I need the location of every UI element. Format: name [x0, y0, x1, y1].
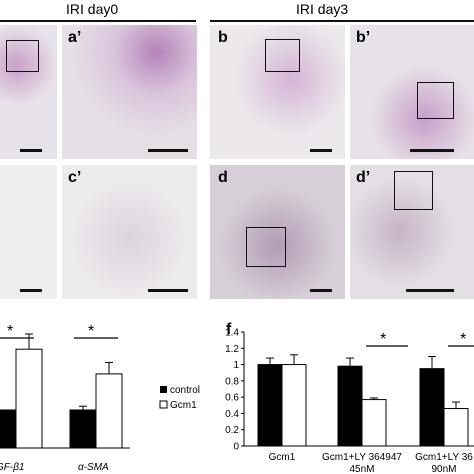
panel-label-c-prime: c’	[68, 169, 82, 186]
bar-f-0-2	[419, 368, 445, 447]
panel-label-d-prime: d’	[356, 169, 371, 186]
panel-label-a-prime: a’	[68, 29, 82, 46]
bar-control-0	[0, 409, 17, 449]
bar-f-0-1	[337, 365, 363, 447]
bar-gcm1-0	[15, 348, 43, 449]
legend-label-gcm1: Gcm1	[170, 400, 197, 411]
y-tick-label: 1.2	[225, 344, 239, 355]
bar-f-1-0	[281, 364, 307, 447]
xtick-label-f: 90nM	[431, 464, 456, 474]
y-tick-label: 0.4	[225, 409, 239, 420]
scale-bar-a	[20, 149, 42, 152]
scale-bar-c-prime	[148, 289, 188, 292]
inset-box-b	[265, 39, 300, 72]
xtick-label-f: Gcm1+LY 364947	[322, 452, 402, 463]
xtick-label-f: 45nM	[349, 464, 374, 474]
y-tick-label: 0.6	[225, 393, 239, 404]
bar-f-1-2	[443, 408, 469, 447]
bar-gcm1-1	[95, 373, 123, 449]
micrograph-d-prime: d’	[350, 165, 474, 299]
xtick-label-f: Gcm1	[269, 452, 296, 463]
panel-label-b-prime: b’	[356, 29, 371, 46]
bar-f-0-0	[257, 364, 283, 447]
panel-label-d: d	[218, 169, 228, 186]
micrograph-b: b	[210, 25, 345, 159]
scale-bar-d-prime	[406, 289, 454, 292]
micrograph-a	[0, 25, 57, 159]
inset-box-a	[6, 40, 39, 72]
iri-day0-underline	[0, 20, 196, 22]
micrograph-b-prime: b’	[350, 25, 474, 159]
panel-label-f: f	[226, 321, 232, 338]
scale-bar-b-prime	[410, 149, 454, 152]
micrograph-a-prime: a’	[62, 25, 197, 159]
y-tick-label: 1.4	[225, 328, 239, 339]
y-tick-label: 0.8	[225, 376, 239, 387]
scale-bar-a-prime	[148, 149, 188, 152]
iri-day0-header: IRI day0	[66, 1, 119, 17]
iri-day3-underline	[210, 20, 474, 22]
inset-box-d-prime	[394, 171, 433, 210]
significance-star-f2: *	[460, 331, 466, 348]
inset-box-d	[246, 227, 286, 267]
right-bar-chart: 0 0.2 0.4 0.6 0.8 1 1.2 1.4 Gcm1 Gcm1+LY 3649474…	[225, 328, 474, 474]
xtick-label-f: Gcm1+LY 36	[415, 452, 473, 463]
left-bar-chart: * * GF-β1 α-SMA control Gcm1	[0, 323, 200, 473]
scale-bar-c	[20, 289, 42, 292]
y-tick-label: 0.2	[225, 425, 239, 436]
xtick-label-tgfb1: GF-β1	[0, 462, 25, 473]
legend-label-control: control	[170, 385, 200, 396]
panel-label-b: b	[218, 29, 228, 46]
scale-bar-b	[310, 149, 332, 152]
inset-box-b-prime	[417, 82, 454, 119]
legend-swatch-control	[160, 386, 167, 393]
micrograph-c-prime: c’	[62, 165, 197, 299]
scale-bar-d	[310, 289, 332, 292]
y-tick-label: 1	[233, 360, 239, 371]
xtick-label-asma: α-SMA	[78, 462, 109, 473]
bar-f-1-1	[361, 399, 387, 447]
micrograph-c	[0, 165, 57, 299]
micrograph-d: d	[210, 165, 345, 299]
iri-day3-header: IRI day3	[296, 1, 349, 17]
significance-star-1: *	[7, 323, 13, 340]
significance-star-2: *	[88, 323, 94, 340]
significance-star-f1: *	[380, 331, 386, 348]
y-tick-label: 0	[233, 442, 239, 453]
legend-swatch-gcm1	[159, 400, 168, 409]
bar-control-1	[69, 409, 97, 449]
